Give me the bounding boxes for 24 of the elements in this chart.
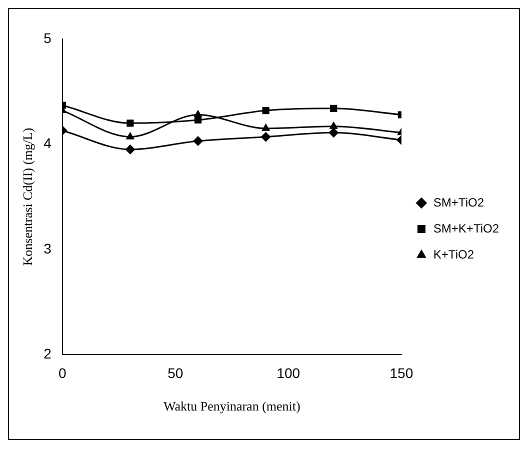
point [262,107,270,114]
x-axis-title: Waktu Penyinaran (menit) [163,398,300,414]
legend-label: SM+K+TiO2 [433,221,500,236]
point [126,120,134,127]
y-tick-label: 3 [44,240,52,256]
point [330,104,338,112]
point [126,132,135,140]
point [193,136,203,146]
x-tick-label: 50 [168,364,184,381]
y-axis-title: Konsentrasi Cd(II) (mg/L) [20,128,36,266]
legend-label: SM+TiO2 [433,195,484,210]
x-tick-label: 150 [390,364,414,381]
point [261,123,270,131]
y-tick-label: 4 [44,135,52,152]
x-tick-label: 100 [276,364,300,381]
point [194,116,202,124]
point [260,132,271,142]
legend-label: K+TiO2 [433,247,474,262]
point [328,128,339,138]
x-tick-label: 0 [58,364,66,381]
y-tick-label: 2 [44,345,52,362]
y-tick-label: 5 [44,30,52,46]
point [125,144,136,154]
point [329,121,338,129]
